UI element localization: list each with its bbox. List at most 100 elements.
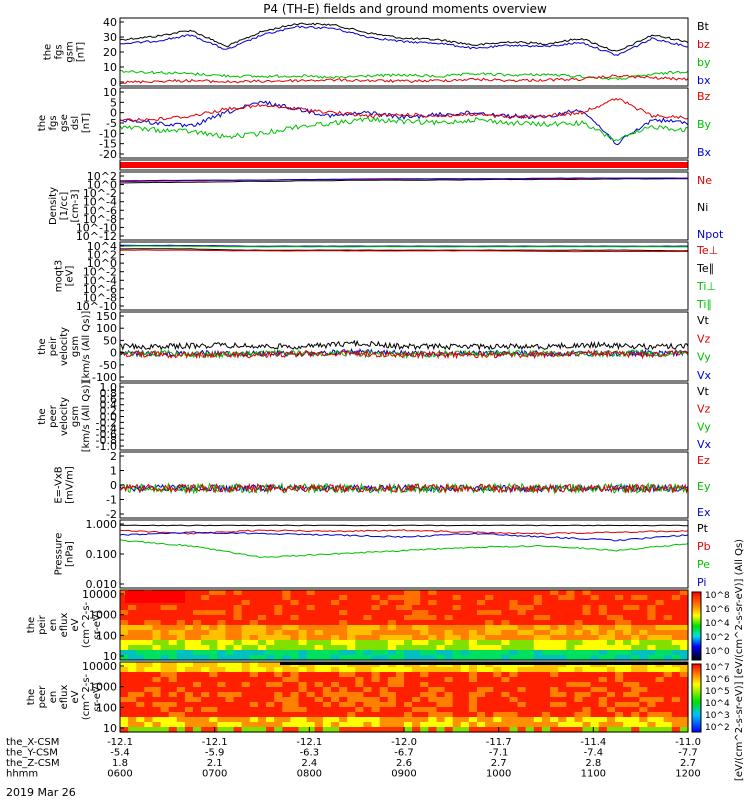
heatmap-cell bbox=[266, 650, 275, 656]
heatmap-cell bbox=[331, 717, 340, 723]
heatmap-cell bbox=[485, 655, 494, 661]
heatmap-cell bbox=[176, 640, 186, 646]
y-tick-label: 100 bbox=[96, 701, 117, 714]
y-axis-title-line: the bbox=[37, 338, 48, 354]
heatmap-cell bbox=[679, 682, 689, 688]
heatmap-cell bbox=[420, 682, 429, 688]
heatmap-cell bbox=[558, 600, 567, 606]
heatmap-cell bbox=[176, 677, 186, 683]
heatmap-cell bbox=[152, 682, 162, 688]
colorbar-tick-label: 10^0 bbox=[705, 647, 730, 657]
heatmap-cell bbox=[679, 722, 689, 728]
heatmap-cell bbox=[274, 615, 283, 621]
heatmap-cell bbox=[274, 717, 283, 723]
heatmap-cell bbox=[160, 682, 170, 688]
heatmap-cell bbox=[176, 615, 186, 621]
legend-entry: Ez bbox=[697, 454, 710, 467]
heatmap-cell bbox=[355, 677, 364, 683]
figure-title: P4 (TH-E) fields and ground moments over… bbox=[263, 2, 547, 16]
heatmap-cell bbox=[176, 625, 186, 631]
y-axis-title-line: eflux bbox=[59, 685, 70, 710]
heatmap-cell bbox=[257, 662, 267, 668]
heatmap-cell bbox=[160, 707, 170, 713]
heatmap-cell bbox=[533, 727, 543, 733]
heatmap-cell bbox=[525, 692, 535, 698]
heatmap-cell bbox=[387, 667, 397, 673]
heatmap-cell bbox=[550, 640, 559, 646]
heatmap-cell bbox=[647, 712, 657, 718]
heatmap-cell bbox=[282, 645, 291, 651]
heatmap-cell bbox=[468, 590, 478, 596]
heatmap-cell bbox=[525, 645, 535, 651]
heatmap-cell bbox=[201, 640, 210, 646]
heatmap-cell bbox=[355, 682, 364, 688]
heatmap-cell bbox=[460, 620, 470, 626]
heatmap-cell bbox=[517, 707, 527, 713]
heatmap-cell bbox=[144, 605, 153, 611]
heatmap-cell bbox=[282, 625, 291, 631]
heatmap-cell bbox=[379, 595, 389, 601]
heatmap-cell bbox=[225, 620, 235, 626]
panel-7: 1.00.80.60.40.20.0-0.2-0.4-0.6-0.8-1.0th… bbox=[37, 381, 712, 453]
heatmap-cell bbox=[193, 687, 202, 693]
heatmap-cell bbox=[314, 712, 324, 718]
heatmap-cell bbox=[355, 595, 364, 601]
y-axis-title-line: [cm-3] bbox=[70, 189, 81, 222]
heatmap-cell bbox=[331, 682, 340, 688]
heatmap-cell bbox=[566, 727, 575, 733]
heatmap-cell bbox=[631, 712, 640, 718]
colorbar-top bbox=[691, 591, 702, 661]
heatmap-cell bbox=[452, 692, 462, 698]
heatmap-cell bbox=[501, 595, 511, 601]
series-line-vt bbox=[119, 339, 689, 351]
heatmap-cell bbox=[663, 615, 673, 621]
y-tick-label: 0 bbox=[110, 347, 117, 360]
heatmap-cell bbox=[468, 667, 478, 673]
heatmap-cell bbox=[249, 650, 259, 656]
heatmap-cell bbox=[395, 712, 405, 718]
heatmap-cell bbox=[387, 615, 397, 621]
heatmap-cell bbox=[533, 590, 543, 596]
heatmap-cell bbox=[217, 727, 227, 733]
ephemeris-value: -7.7 bbox=[678, 748, 698, 759]
heatmap-cell bbox=[363, 712, 373, 718]
heatmap-cell bbox=[257, 590, 267, 596]
heatmap-cell bbox=[331, 595, 340, 601]
y-axis-title-line: the bbox=[26, 617, 37, 633]
heatmap-cell bbox=[647, 707, 657, 713]
heatmap-cell bbox=[274, 672, 283, 678]
heatmap-cell bbox=[631, 717, 640, 723]
heatmap-cell bbox=[282, 595, 291, 601]
legend-entry: Vz bbox=[697, 403, 711, 416]
heatmap-cell bbox=[266, 722, 275, 728]
heatmap-cell bbox=[468, 687, 478, 693]
y-axis-title-line: [km/s (All Qs)] bbox=[81, 381, 92, 453]
heatmap-cell bbox=[331, 672, 340, 678]
heatmap-cell bbox=[631, 650, 640, 656]
heatmap-cell bbox=[574, 610, 584, 616]
heatmap-cell bbox=[663, 610, 673, 616]
heatmap-cell bbox=[128, 620, 137, 626]
heatmap-cell bbox=[404, 620, 413, 626]
y-tick-label: 5 bbox=[110, 96, 117, 109]
heatmap-cell bbox=[120, 712, 129, 718]
heatmap-cell bbox=[615, 692, 624, 698]
heatmap-cell bbox=[160, 615, 170, 621]
heatmap-cell bbox=[168, 645, 178, 651]
heatmap-cell bbox=[395, 687, 405, 693]
heatmap-cell bbox=[233, 707, 243, 713]
heatmap-cell bbox=[428, 727, 437, 733]
heatmap-cell bbox=[639, 595, 648, 601]
heatmap-cell bbox=[371, 640, 381, 646]
heatmap-cell bbox=[655, 707, 665, 713]
heatmap-cell bbox=[444, 630, 454, 636]
y-axis-title-line: sr-eV) bbox=[92, 682, 103, 711]
heatmap-cell bbox=[379, 650, 389, 656]
heatmap-cell bbox=[671, 605, 681, 611]
heatmap-cell bbox=[420, 625, 429, 631]
heatmap-cell bbox=[444, 677, 454, 683]
heatmap-cell bbox=[615, 702, 624, 708]
heatmap-cell bbox=[201, 595, 210, 601]
heatmap-cell bbox=[355, 640, 364, 646]
heatmap-cell bbox=[639, 717, 648, 723]
